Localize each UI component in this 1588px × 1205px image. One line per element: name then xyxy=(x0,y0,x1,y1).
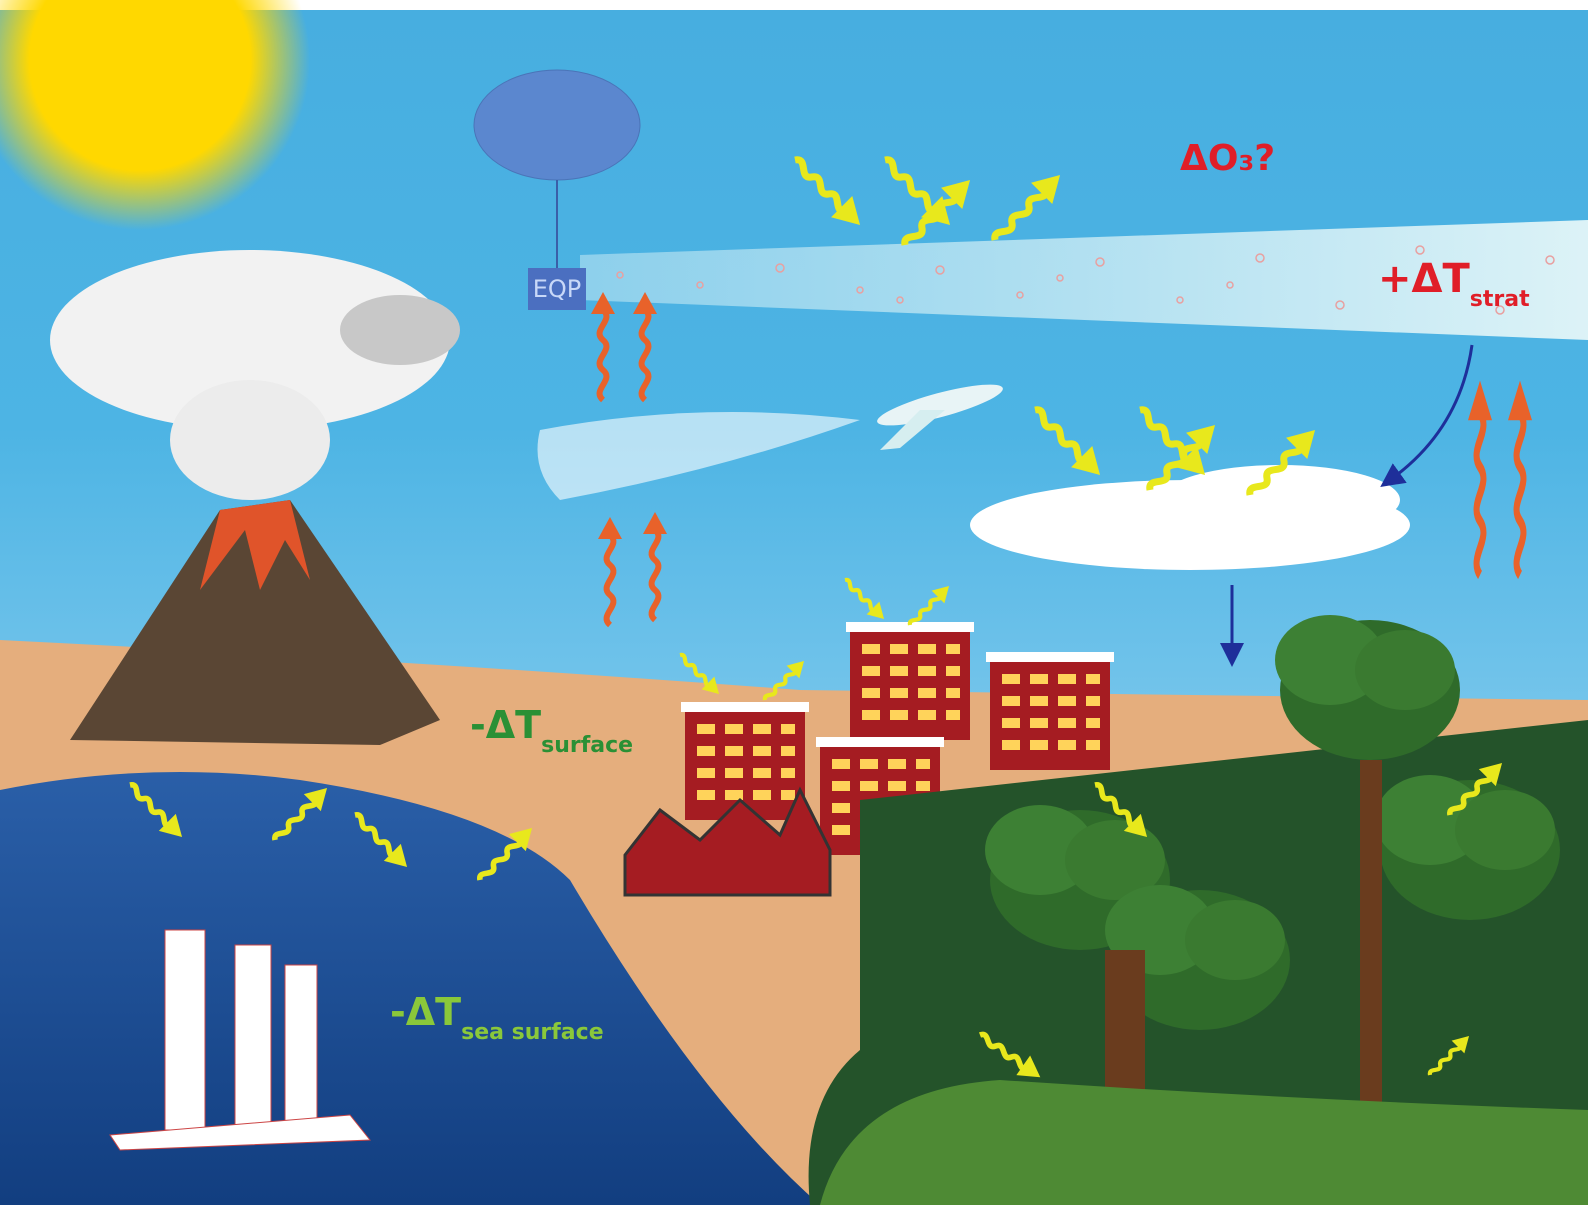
aerosol-particles xyxy=(616,245,1555,315)
volcano xyxy=(50,250,460,745)
surface-main: -ΔT xyxy=(470,703,541,747)
sea-surface-main: -ΔT xyxy=(390,990,461,1034)
balloon xyxy=(473,69,641,310)
sedimentation-arrows xyxy=(1220,344,1474,667)
strat-main: +ΔT xyxy=(1378,256,1470,302)
sea-surface-label: -ΔTsea surface xyxy=(390,990,604,1045)
forest xyxy=(808,615,1588,1205)
strat-sub: strat xyxy=(1470,287,1530,312)
buildings xyxy=(623,622,1114,897)
surface-sub: surface xyxy=(541,733,633,758)
surface-label: -ΔTsurface xyxy=(470,703,633,758)
aerosol-layer xyxy=(580,220,1588,340)
strat-label: +ΔTstrat xyxy=(1378,256,1530,312)
eqp-label: EQP xyxy=(533,275,582,303)
sun xyxy=(0,0,310,230)
airplane xyxy=(877,384,1003,450)
ozone-label: ΔO₃? xyxy=(1180,138,1275,179)
ship-stacks xyxy=(109,929,372,1151)
sea-surface-sub: sea surface xyxy=(461,1020,604,1045)
